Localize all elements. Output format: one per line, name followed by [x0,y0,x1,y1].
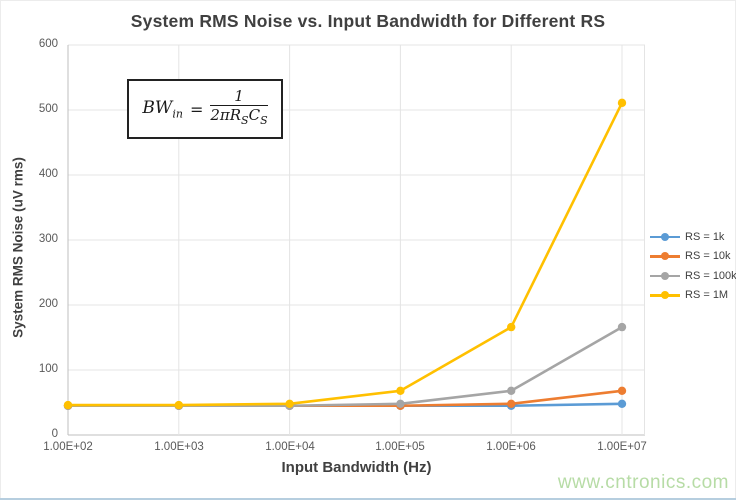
y-tick-100: 100 [38,363,58,375]
x-tick-1e6: 1.00E+06 [486,441,536,453]
chart-legend: RS = 1k RS = 10k RS = 100k RS = 1M [650,227,736,305]
y-tick-600: 600 [38,38,58,50]
y-tick-300: 300 [38,233,58,245]
x-tick-1e3: 1.00E+03 [154,441,204,453]
chart-title: System RMS Noise vs. Input Bandwidth for… [130,11,606,31]
formula-annotation: BWin = 1 2πRSCS [127,79,283,139]
legend-marker-rs-10k [650,251,680,261]
legend-marker-rs-1m [650,290,680,300]
y-tick-0: 0 [51,428,58,440]
legend-item-rs-1k: RS = 1k [650,227,736,247]
bottom-divider [0,498,736,500]
formula-lhs: BWin [142,97,183,121]
x-axis-title: Input Bandwidth (Hz) [281,459,432,476]
formula-denominator: 2πRSCS [210,106,268,127]
legend-label-rs-10k: RS = 10k [685,250,731,263]
plot-area [63,44,645,436]
formula-equals: = [189,99,204,119]
y-tick-200: 200 [38,298,58,310]
legend-label-rs-1k: RS = 1k [685,230,725,243]
legend-marker-rs-100k [650,271,680,281]
x-tick-1e5: 1.00E+05 [375,441,425,453]
legend-item-rs-10k: RS = 10k [650,247,736,267]
legend-label-rs-100k: RS = 100k [685,269,736,282]
plot-svg [63,44,645,436]
legend-marker-rs-1k [650,232,680,242]
formula-fraction: 1 2πRSCS [210,88,268,130]
y-tick-400: 400 [38,168,58,180]
watermark-text: www.cntronics.com [557,472,729,493]
legend-label-rs-1m: RS = 1M [685,289,729,302]
x-tick-1e7: 1.00E+07 [597,441,647,453]
y-tick-500: 500 [38,103,58,115]
x-tick-1e2: 1.00E+02 [43,441,93,453]
formula-numerator: 1 [210,88,268,106]
legend-item-rs-100k: RS = 100k [650,266,736,286]
legend-item-rs-1m: RS = 1M [650,286,736,306]
x-tick-1e4: 1.00E+04 [265,441,315,453]
